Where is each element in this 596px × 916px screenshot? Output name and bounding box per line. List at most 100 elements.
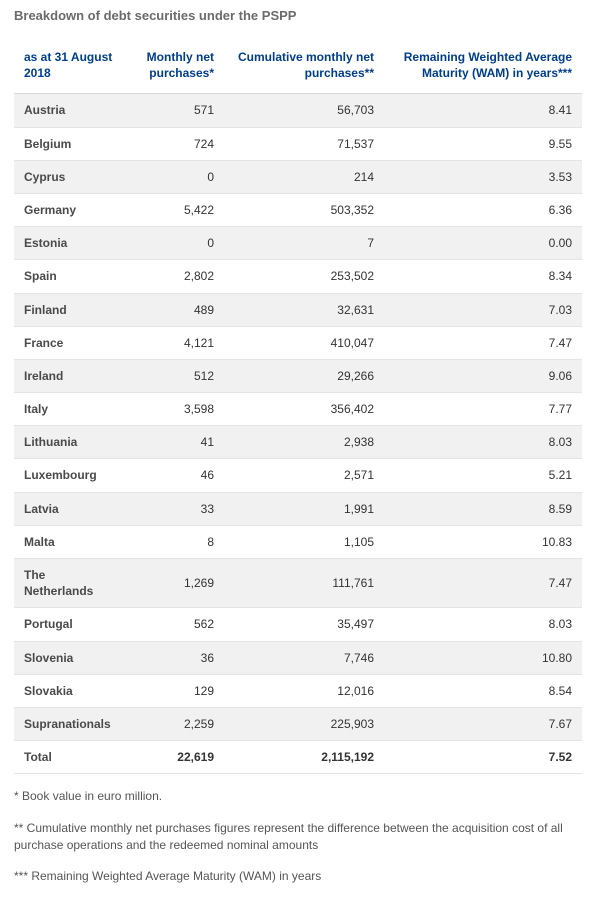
table-cell: Germany — [14, 193, 124, 226]
table-cell: 71,537 — [224, 127, 384, 160]
table-cell: 503,352 — [224, 193, 384, 226]
table-cell: 41 — [124, 426, 224, 459]
table-cell: 33 — [124, 492, 224, 525]
table-cell: 3,598 — [124, 393, 224, 426]
table-row: Germany5,422503,3526.36 — [14, 193, 582, 226]
table-cell: 12,016 — [224, 674, 384, 707]
table-title: Breakdown of debt securities under the P… — [14, 8, 582, 23]
col-header-monthly: Monthly net purchases* — [124, 41, 224, 94]
table-cell: 2,115,192 — [224, 741, 384, 774]
table-cell: 2,259 — [124, 707, 224, 740]
table-cell: 7.77 — [384, 393, 582, 426]
table-row: Estonia070.00 — [14, 227, 582, 260]
table-cell: 225,903 — [224, 707, 384, 740]
table-row: Slovenia367,74610.80 — [14, 641, 582, 674]
table-row: Cyprus02143.53 — [14, 160, 582, 193]
table-cell: 0.00 — [384, 227, 582, 260]
table-cell: Supranationals — [14, 707, 124, 740]
table-cell: 129 — [124, 674, 224, 707]
footnotes: * Book value in euro million. ** Cumulat… — [14, 788, 582, 886]
table-cell: 214 — [224, 160, 384, 193]
table-cell: 36 — [124, 641, 224, 674]
table-cell: 512 — [124, 359, 224, 392]
table-cell: Austria — [14, 94, 124, 127]
table-row: Belgium72471,5379.55 — [14, 127, 582, 160]
table-row: Portugal56235,4978.03 — [14, 608, 582, 641]
table-cell: 410,047 — [224, 326, 384, 359]
table-cell: 7.52 — [384, 741, 582, 774]
footnote-2: ** Cumulative monthly net purchases figu… — [14, 820, 582, 855]
table-cell: Slovenia — [14, 641, 124, 674]
table-cell: Italy — [14, 393, 124, 426]
table-cell: Latvia — [14, 492, 124, 525]
footnote-1: * Book value in euro million. — [14, 788, 582, 805]
table-row: Lithuania412,9388.03 — [14, 426, 582, 459]
table-cell: Lithuania — [14, 426, 124, 459]
table-cell: 356,402 — [224, 393, 384, 426]
footnote-3: *** Remaining Weighted Average Maturity … — [14, 868, 582, 885]
table-header-row: as at 31 August 2018 Monthly net purchas… — [14, 41, 582, 94]
table-cell: 0 — [124, 227, 224, 260]
table-cell: 3.53 — [384, 160, 582, 193]
table-cell: 8.03 — [384, 426, 582, 459]
table-cell: Cyprus — [14, 160, 124, 193]
col-header-date: as at 31 August 2018 — [14, 41, 124, 94]
table-row: Luxembourg462,5715.21 — [14, 459, 582, 492]
table-row: The Netherlands1,269111,7617.47 — [14, 559, 582, 608]
table-row: Austria57156,7038.41 — [14, 94, 582, 127]
table-cell: 2,938 — [224, 426, 384, 459]
table-row: France4,121410,0477.47 — [14, 326, 582, 359]
table-cell: 10.80 — [384, 641, 582, 674]
table-cell: Total — [14, 741, 124, 774]
table-cell: 4,121 — [124, 326, 224, 359]
table-cell: 5,422 — [124, 193, 224, 226]
table-cell: 489 — [124, 293, 224, 326]
table-row: Slovakia12912,0168.54 — [14, 674, 582, 707]
table-row: Spain2,802253,5028.34 — [14, 260, 582, 293]
table-cell: 7,746 — [224, 641, 384, 674]
table-cell: Finland — [14, 293, 124, 326]
table-row: Latvia331,9918.59 — [14, 492, 582, 525]
table-cell: 46 — [124, 459, 224, 492]
table-cell: 56,703 — [224, 94, 384, 127]
table-cell: 22,619 — [124, 741, 224, 774]
table-row: Supranationals2,259225,9037.67 — [14, 707, 582, 740]
table-cell: 724 — [124, 127, 224, 160]
table-cell: 7.47 — [384, 559, 582, 608]
table-cell: 8.59 — [384, 492, 582, 525]
pspp-table: as at 31 August 2018 Monthly net purchas… — [14, 41, 582, 774]
table-cell: 7.03 — [384, 293, 582, 326]
table-cell: 35,497 — [224, 608, 384, 641]
table-cell: 5.21 — [384, 459, 582, 492]
table-cell: Luxembourg — [14, 459, 124, 492]
table-row: Finland48932,6317.03 — [14, 293, 582, 326]
table-row: Italy3,598356,4027.77 — [14, 393, 582, 426]
table-cell: 29,266 — [224, 359, 384, 392]
table-cell: Ireland — [14, 359, 124, 392]
table-cell: Estonia — [14, 227, 124, 260]
table-cell: Portugal — [14, 608, 124, 641]
table-row: Malta81,10510.83 — [14, 525, 582, 558]
table-cell: 7.67 — [384, 707, 582, 740]
table-cell: France — [14, 326, 124, 359]
table-cell: Belgium — [14, 127, 124, 160]
table-row: Total22,6192,115,1927.52 — [14, 741, 582, 774]
table-cell: Spain — [14, 260, 124, 293]
table-cell: 8.03 — [384, 608, 582, 641]
table-cell: 8 — [124, 525, 224, 558]
table-cell: 0 — [124, 160, 224, 193]
col-header-cumulative: Cumulative monthly net purchases** — [224, 41, 384, 94]
table-cell: Slovakia — [14, 674, 124, 707]
table-cell: 9.55 — [384, 127, 582, 160]
table-cell: 8.34 — [384, 260, 582, 293]
table-cell: 1,105 — [224, 525, 384, 558]
table-cell: Malta — [14, 525, 124, 558]
table-cell: 2,571 — [224, 459, 384, 492]
table-cell: 8.41 — [384, 94, 582, 127]
table-cell: The Netherlands — [14, 559, 124, 608]
table-cell: 32,631 — [224, 293, 384, 326]
table-cell: 8.54 — [384, 674, 582, 707]
table-row: Ireland51229,2669.06 — [14, 359, 582, 392]
table-cell: 571 — [124, 94, 224, 127]
table-cell: 6.36 — [384, 193, 582, 226]
